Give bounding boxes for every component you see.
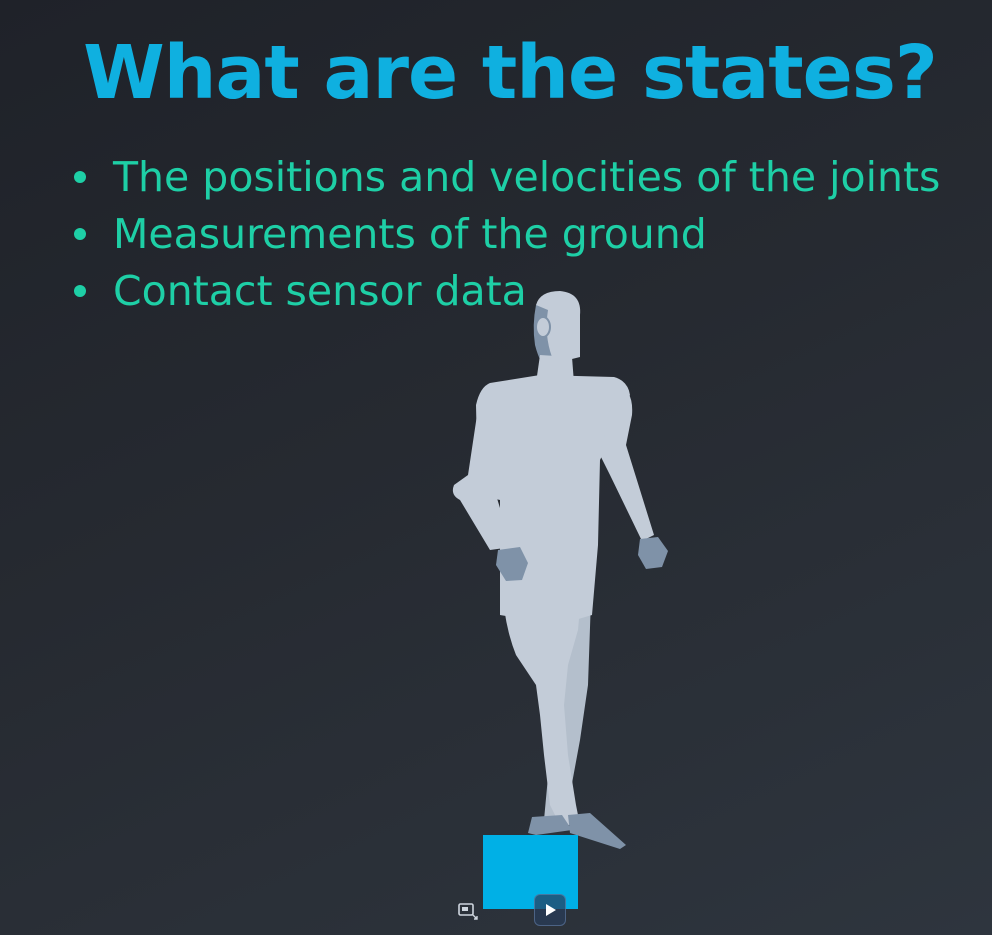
bullet-text: The positions and velocities of the join… <box>113 152 941 201</box>
bullet-dot-icon <box>74 170 86 183</box>
left-arm <box>452 395 512 550</box>
eye-sensor <box>535 316 551 338</box>
list-item: The positions and velocities of the join… <box>74 148 940 205</box>
right-hand <box>638 537 668 569</box>
picture-in-picture-button[interactable] <box>457 901 479 921</box>
bullet-dot-icon <box>74 227 86 240</box>
video-player-controls <box>455 894 585 928</box>
front-foot <box>528 815 572 835</box>
slide-title: What are the states? <box>83 30 938 116</box>
front-leg <box>502 585 582 825</box>
left-hand <box>496 547 528 581</box>
humanoid-figure-illustration <box>440 285 690 855</box>
play-icon <box>546 904 556 916</box>
list-item: Measurements of the ground <box>74 205 940 262</box>
bullet-text: Contact sensor data <box>113 266 527 315</box>
bullet-list: The positions and velocities of the join… <box>74 148 940 319</box>
bullet-text: Measurements of the ground <box>113 209 707 258</box>
bullet-dot-icon <box>74 284 86 297</box>
picture-in-picture-icon <box>458 903 478 920</box>
list-item: Contact sensor data <box>74 262 940 319</box>
play-button[interactable] <box>534 894 566 926</box>
back-foot <box>568 813 626 849</box>
right-arm <box>600 385 654 541</box>
